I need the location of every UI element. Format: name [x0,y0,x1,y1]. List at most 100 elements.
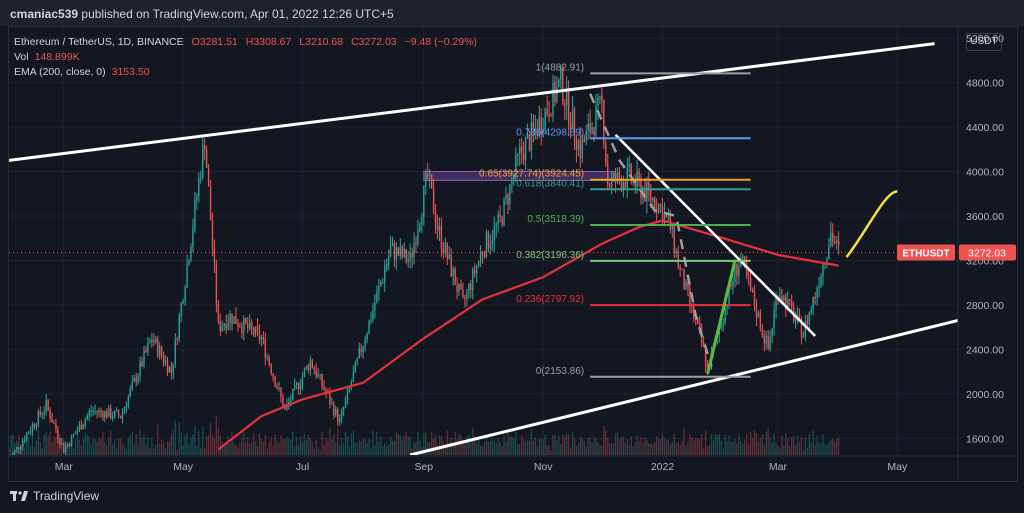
volume-bar [102,431,104,455]
volume-bar [348,446,351,455]
candle-body [826,258,828,264]
volume-bar [335,442,337,455]
candle-body [131,381,133,389]
volume-bar [247,436,249,455]
candle-body [511,179,513,184]
volume-bar [190,437,192,455]
candle-body [382,281,384,283]
volume-bar [288,438,290,455]
symbol-tag [897,244,955,261]
candle-body [751,290,754,292]
candle-body [57,430,59,439]
x-tick-label: Mar [55,461,74,473]
volume-bar [12,434,14,455]
candle-body [794,319,797,322]
ema-label[interactable]: EMA (200, close, 0) [14,66,106,78]
volume-bar [340,437,343,455]
volume-bar [749,431,752,455]
volume-bar [475,443,478,455]
volume-bar [542,439,544,455]
candle-body [491,240,493,245]
candle-body [618,172,621,180]
candle-body [135,377,137,383]
volume-bar [835,438,838,455]
candle-body [767,336,769,350]
candle-body [663,213,666,224]
currency-button[interactable]: USDT [966,33,1002,51]
candle-body [247,323,249,329]
candle-body [681,268,683,270]
volume-bar [648,443,650,455]
candle-body [209,186,212,221]
candle-body [22,440,24,447]
candle-body [202,144,204,178]
candle-body [556,86,558,102]
candle-body [429,174,431,177]
channel-lower-line [409,319,958,455]
publisher-name[interactable]: cmaniac539 [10,7,79,21]
candle-body [256,326,259,330]
candle-body [10,458,11,460]
volume-bar [182,445,184,455]
candle-body [315,370,317,377]
volume-bar [74,439,77,455]
volume-bar [423,433,425,455]
volume-bar [366,442,368,455]
candle-body [564,103,566,106]
volume-bar [200,447,202,455]
candle-body [370,320,372,322]
candle-body [495,224,497,227]
volume-label[interactable]: Vol [14,51,29,63]
candle-body [378,285,380,292]
volume-bar [309,437,312,455]
volume-bar [630,436,632,455]
candle-body [560,67,562,80]
volume-bar [384,443,386,455]
volume-bar [575,446,578,455]
candle-body [397,247,400,256]
candle-body [765,336,767,344]
candle-body [182,301,184,304]
volume-bar [27,437,30,455]
candle-body [405,248,407,262]
volume-bar [558,435,560,455]
candle-body [43,410,45,414]
candle-body [106,411,108,418]
volume-bar [76,435,79,455]
candle-body [464,297,466,300]
candle-body [217,303,220,321]
candle-body [720,326,722,330]
volume-bar [297,444,300,455]
volume-bar [295,436,298,455]
candle-body [266,356,268,358]
volume-bar [466,436,468,455]
volume-bar [812,429,814,455]
volume-bar [464,439,466,455]
volume-bar [86,434,88,455]
volume-bar [10,435,12,455]
candle-body [237,323,239,327]
volume-bar [634,442,636,455]
candle-body [679,266,681,269]
volume-bar [532,440,535,455]
candle-body [571,108,574,129]
tradingview-logo[interactable]: TradingView [10,489,99,503]
ohlc-high: H3308.67 [245,36,292,48]
volume-bar [652,445,654,455]
volume-bar [644,437,646,455]
candle-body [601,95,603,101]
candle-body [358,348,360,358]
symbol-title[interactable]: Ethereum / TetherUS, 1D, BINANCE [14,36,184,48]
volume-bar [593,436,595,455]
candle-body [785,295,787,310]
candle-body [814,297,816,299]
volume-bar [573,437,576,455]
candle-body [499,214,501,217]
volume-bar [117,438,120,455]
candle-body [718,329,720,335]
volume-bar [139,429,141,455]
candle-body [45,399,47,411]
volume-bar [554,434,556,455]
y-tick-label: 4400.00 [966,122,1004,134]
